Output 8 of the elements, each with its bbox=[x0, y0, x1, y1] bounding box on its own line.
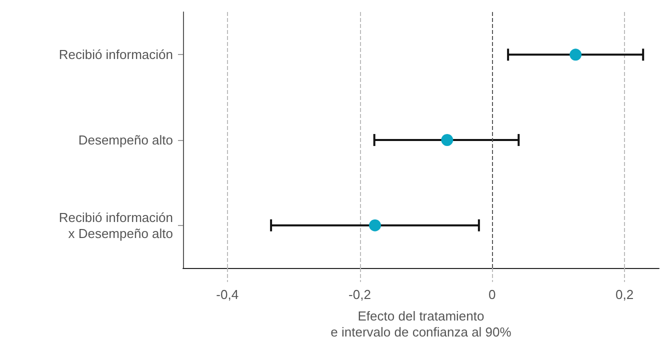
y-tick-label: Recibió información x Desempeño alto bbox=[58, 210, 173, 241]
x-tick-label: 0 bbox=[488, 287, 496, 302]
y-tick-label: Recibió información bbox=[58, 47, 173, 62]
x-tick-label: -0,4 bbox=[216, 287, 239, 302]
x-axis-title: Efecto del tratamiento e intervalo de confianza al 90% bbox=[330, 308, 512, 340]
x-tick-label: -0,2 bbox=[348, 287, 371, 302]
y-tick-label: Desempeño alto bbox=[78, 132, 173, 148]
x-tick-label: 0,2 bbox=[616, 287, 634, 302]
